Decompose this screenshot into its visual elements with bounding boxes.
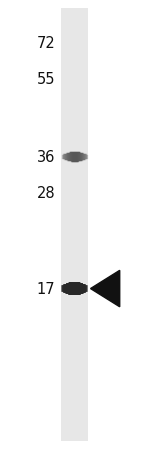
Text: 28: 28 [37,186,55,201]
Text: 72: 72 [37,36,55,51]
Text: 36: 36 [37,150,55,164]
Text: 17: 17 [37,282,55,296]
Bar [61,9,88,441]
Polygon shape [91,271,120,307]
Text: 55: 55 [37,72,55,87]
